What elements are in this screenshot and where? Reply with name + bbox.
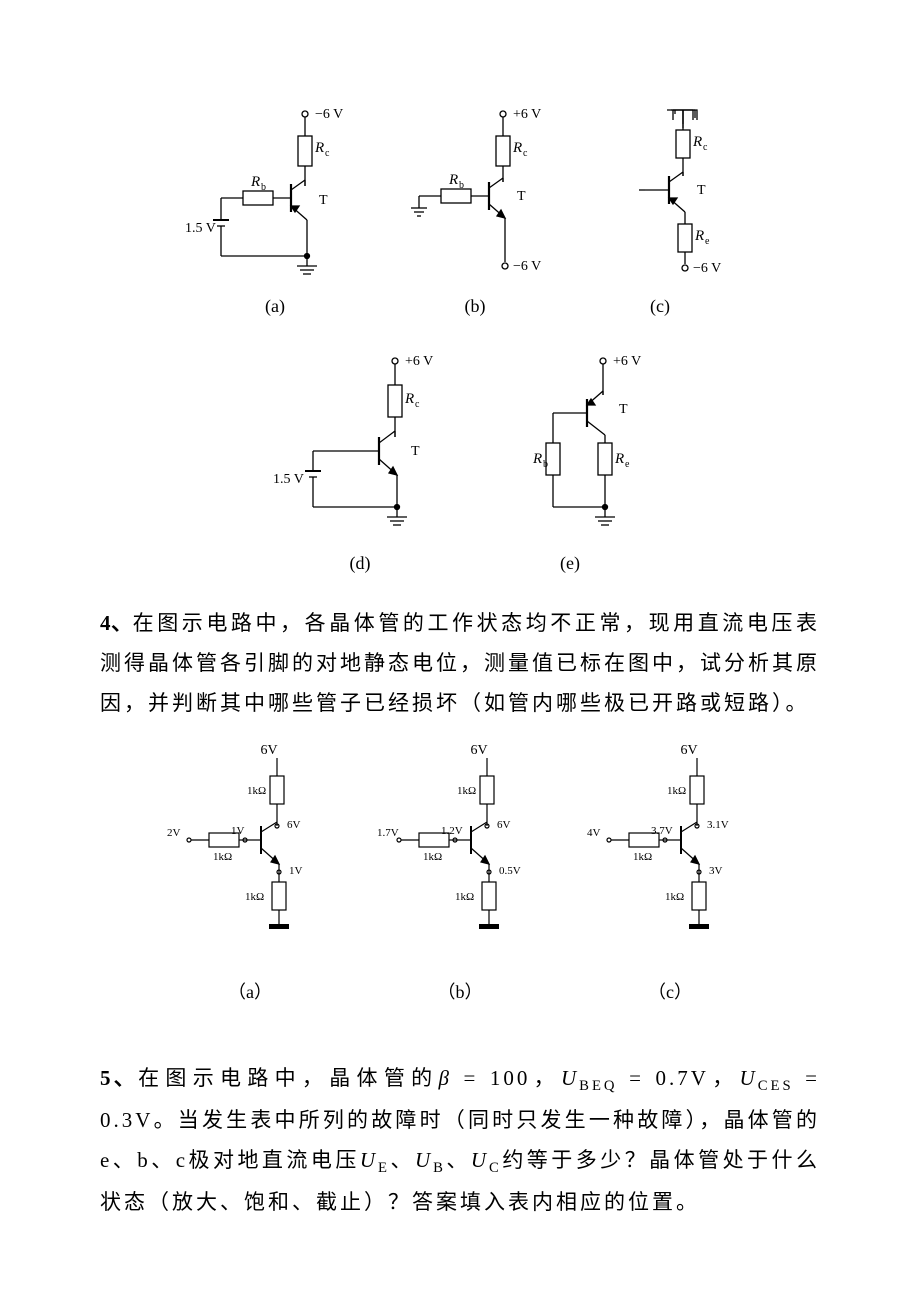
svg-text:e: e [705, 236, 710, 247]
svg-text:c: c [415, 399, 420, 410]
q5-number: 5、 [100, 1066, 138, 1090]
svg-text:R: R [692, 134, 702, 150]
q4-circuit-1: 6V 1kΩ 1kΩ 1kΩ 2V 1V 6V 1V （a） [165, 742, 335, 1004]
svg-text:−6 V: −6 V [693, 261, 721, 276]
svg-text:R: R [694, 228, 704, 244]
svg-text:b: b [261, 182, 266, 193]
q4-caption-1: （a） [165, 978, 335, 1004]
svg-text:b: b [543, 459, 548, 470]
svg-text:1kΩ: 1kΩ [245, 891, 264, 903]
q4-caption-2: （b） [375, 978, 545, 1004]
svg-text:T: T [619, 402, 628, 417]
figure-row-1: −6 V Rc Rb T 1.5 V (a) [100, 100, 820, 317]
svg-text:T: T [517, 189, 526, 204]
svg-text:R: R [314, 140, 324, 156]
circuit-b: +6 V Rc Rb T −6 V (b) [395, 100, 555, 317]
svg-text:c: c [325, 148, 330, 159]
question-5: 5、在图示电路中，晶体管的β = 100，UBEQ = 0.7V，UCES = … [100, 1059, 820, 1223]
svg-text:4V: 4V [587, 827, 601, 839]
svg-text:1kΩ: 1kΩ [457, 785, 476, 797]
figure-row-2: +6 V Rc T 1.5 V (d) [100, 347, 820, 574]
svg-text:c: c [703, 142, 708, 153]
svg-text:T: T [411, 444, 420, 459]
svg-text:1V: 1V [231, 825, 245, 837]
svg-text:e: e [625, 459, 630, 470]
question-4: 4、在图示电路中，各晶体管的工作状态均不正常，现用直流电压表测得晶体管各引脚的对… [100, 604, 820, 724]
svg-text:6V: 6V [470, 743, 487, 758]
circuit-e-svg: +6 V T Rb Re [485, 347, 655, 547]
svg-text:3V: 3V [709, 865, 723, 877]
circuit-a-svg: −6 V Rc Rb T 1.5 V [185, 100, 365, 290]
svg-text:6V: 6V [680, 743, 697, 758]
svg-text:R: R [614, 451, 624, 467]
svg-text:T: T [697, 183, 706, 198]
circuit-d: +6 V Rc T 1.5 V (d) [265, 347, 455, 574]
svg-text:6V: 6V [497, 819, 511, 831]
circuit-e: +6 V T Rb Re (e) [485, 347, 655, 574]
caption-e: (e) [485, 553, 655, 574]
circuit-b-svg: +6 V Rc Rb T −6 V [395, 100, 555, 290]
circuit-c-svg: Rc T Re −6 V [585, 100, 735, 290]
q4-figure-row: 6V 1kΩ 1kΩ 1kΩ 2V 1V 6V 1V （a） [100, 742, 820, 1004]
q4-caption-3: （c） [585, 978, 755, 1004]
caption-a: (a) [185, 296, 365, 317]
svg-text:R: R [512, 140, 522, 156]
svg-text:R: R [532, 451, 542, 467]
svg-text:1kΩ: 1kΩ [665, 891, 684, 903]
svg-text:1.5 V: 1.5 V [273, 472, 304, 487]
svg-text:1kΩ: 1kΩ [667, 785, 686, 797]
caption-b: (b) [395, 296, 555, 317]
svg-text:R: R [404, 391, 414, 407]
circuit-a: −6 V Rc Rb T 1.5 V (a) [185, 100, 365, 317]
q4-circuit-3: 6V 1kΩ 1kΩ 1kΩ 4V 3.7V 3.1V 3V （c） [585, 742, 755, 1004]
svg-text:b: b [459, 180, 464, 191]
svg-text:6V: 6V [260, 743, 277, 758]
svg-text:+6 V: +6 V [405, 354, 433, 369]
svg-text:1kΩ: 1kΩ [423, 851, 442, 863]
svg-text:+6 V: +6 V [513, 107, 541, 122]
svg-text:3.7V: 3.7V [651, 825, 673, 837]
q4-text: 在图示电路中，各晶体管的工作状态均不正常，现用直流电压表测得晶体管各引脚的对地静… [100, 611, 820, 715]
svg-text:1kΩ: 1kΩ [247, 785, 266, 797]
svg-text:R: R [250, 174, 260, 190]
svg-text:−6 V: −6 V [513, 259, 541, 274]
circuit-d-svg: +6 V Rc T 1.5 V [265, 347, 455, 547]
q4-number: 4、 [100, 611, 133, 635]
svg-text:1kΩ: 1kΩ [633, 851, 652, 863]
svg-text:c: c [523, 148, 528, 159]
svg-text:0.5V: 0.5V [499, 865, 521, 877]
circuit-c: Rc T Re −6 V (c) [585, 100, 735, 317]
svg-text:1kΩ: 1kΩ [213, 851, 232, 863]
svg-text:3.1V: 3.1V [707, 819, 729, 831]
svg-text:6V: 6V [287, 819, 301, 831]
svg-text:+6 V: +6 V [613, 354, 641, 369]
caption-c: (c) [585, 296, 735, 317]
svg-text:T: T [319, 193, 328, 208]
svg-text:1V: 1V [289, 865, 303, 877]
caption-d: (d) [265, 553, 455, 574]
q4-circuit-2: 6V 1kΩ 1kΩ 1kΩ 1.7V 1.2V 6V 0.5V （b） [375, 742, 545, 1004]
supply-a: −6 V [315, 107, 343, 122]
svg-text:1kΩ: 1kΩ [455, 891, 474, 903]
svg-text:R: R [448, 172, 458, 188]
svg-text:1.7V: 1.7V [377, 827, 399, 839]
src-a: 1.5 V [185, 221, 216, 236]
svg-text:2V: 2V [167, 827, 181, 839]
svg-text:1.2V: 1.2V [441, 825, 463, 837]
